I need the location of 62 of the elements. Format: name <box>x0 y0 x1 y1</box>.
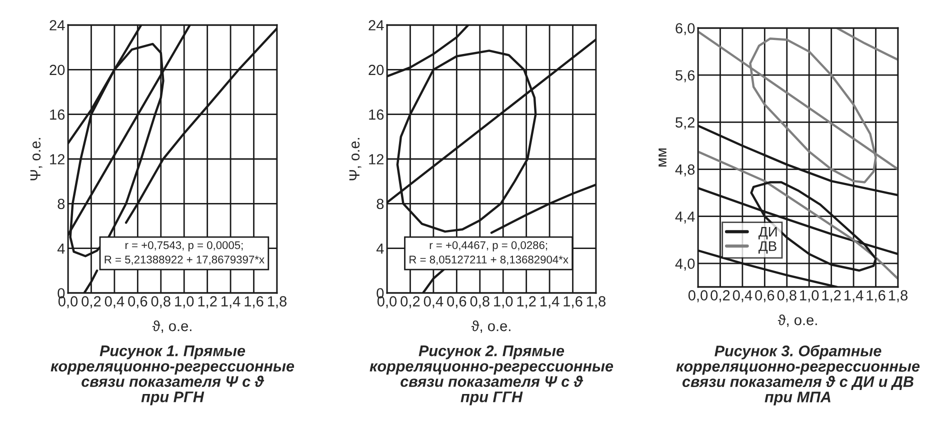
x-tick-label: 0,8 <box>777 290 796 302</box>
x-tick-label: 0,4 <box>424 296 444 308</box>
x-tick-label: 1,4 <box>540 296 560 308</box>
y-tick-label: 5,6 <box>676 70 695 82</box>
legend-label: ДИ <box>758 227 777 240</box>
y-tick-label: 24 <box>368 20 384 30</box>
x-tick-label: 1,8 <box>586 296 606 308</box>
y-tick-label: 16 <box>50 109 65 120</box>
x-tick-label: 0,8 <box>151 296 170 308</box>
text: Рисунок 3. Обратные корреляционно-регрессионные связи показателя ϑ с ДИ и ДВ при МПА <box>676 345 920 406</box>
x-axis-title: ϑ, о.е. <box>471 320 510 333</box>
y-tick-label: 12 <box>50 154 64 164</box>
x-tick-label: 1,2 <box>198 296 217 308</box>
x-tick-label: 0,2 <box>82 296 101 308</box>
x-tick-label: 0,0 <box>377 296 397 308</box>
legend-label: ДВ <box>758 241 776 254</box>
y-axis-title: мм <box>658 148 666 167</box>
x-tick-label: 1,0 <box>494 296 513 308</box>
y-axis-title: Ψ, о.е. <box>349 138 362 180</box>
y-tick-label: 16 <box>369 109 384 120</box>
x-tick-label: 0,2 <box>400 296 420 308</box>
x-tick-label: 0,4 <box>732 290 752 302</box>
annotation: r = +0,7543, p = 0,0005; R = 5,21388922 + 17,8679397*x <box>104 241 264 265</box>
y-tick-label: 4,4 <box>675 212 695 224</box>
annotation: r = +0,4467, p = 0,0286; R = 8,05127211 + 8,13682904*x <box>410 241 568 265</box>
x-tick-label: 1,6 <box>564 296 582 308</box>
text: Рисунок 2. Прямые корреляционно-регрессионные связи показателя Ψ с ϑ при ГГН <box>370 345 614 406</box>
y-tick-label: 4,0 <box>675 258 695 271</box>
text: Рисунок 1. Прямые корреляционно-регрессионные связи показателя Ψ с ϑ при РГН <box>50 346 294 406</box>
x-tick-label: 1,4 <box>844 290 864 302</box>
x-tick-label: 0,2 <box>710 290 730 302</box>
x-tick-label: 1,8 <box>268 296 287 308</box>
y-tick-label: 24 <box>50 20 65 30</box>
x-tick-label: 0,4 <box>104 296 124 308</box>
x-tick-label: 1,6 <box>244 296 264 308</box>
x-tick-label: 1,6 <box>866 290 886 302</box>
y-tick-label: 4 <box>57 244 65 254</box>
x-axis-title: ϑ, о.е. <box>778 314 817 327</box>
y-tick-label: 20 <box>368 64 384 76</box>
x-tick-label: 1,8 <box>888 290 908 302</box>
y-tick-label: 4 <box>376 244 384 254</box>
x-tick-label: 0,6 <box>128 296 148 308</box>
x-tick-label: 1,0 <box>800 290 819 302</box>
y-tick-label: 8 <box>376 198 384 210</box>
y-tick-label: 20 <box>50 64 65 76</box>
x-tick-label: 1,0 <box>175 296 194 308</box>
y-tick-label: 8 <box>58 198 65 210</box>
line-series <box>698 150 898 280</box>
x-tick-label: 1,2 <box>822 290 841 302</box>
y-tick-label: 4,8 <box>675 164 695 176</box>
x-tick-label: 0,6 <box>755 290 774 302</box>
y-tick-label: 6,0 <box>676 23 695 36</box>
y-tick-label: 5,2 <box>676 117 694 130</box>
y-axis-title: Ψ, о.е. <box>30 138 42 180</box>
y-tick-label: 12 <box>369 154 384 164</box>
x-tick-label: 1,4 <box>222 296 240 308</box>
x-tick-label: 1,2 <box>517 296 536 308</box>
x-axis-title: ϑ, о.е. <box>152 320 192 333</box>
x-tick-label: 0,0 <box>688 290 708 302</box>
x-tick-label: 0,6 <box>447 296 466 308</box>
x-tick-label: 0,8 <box>470 296 490 308</box>
x-tick-label: 0,0 <box>58 296 78 308</box>
